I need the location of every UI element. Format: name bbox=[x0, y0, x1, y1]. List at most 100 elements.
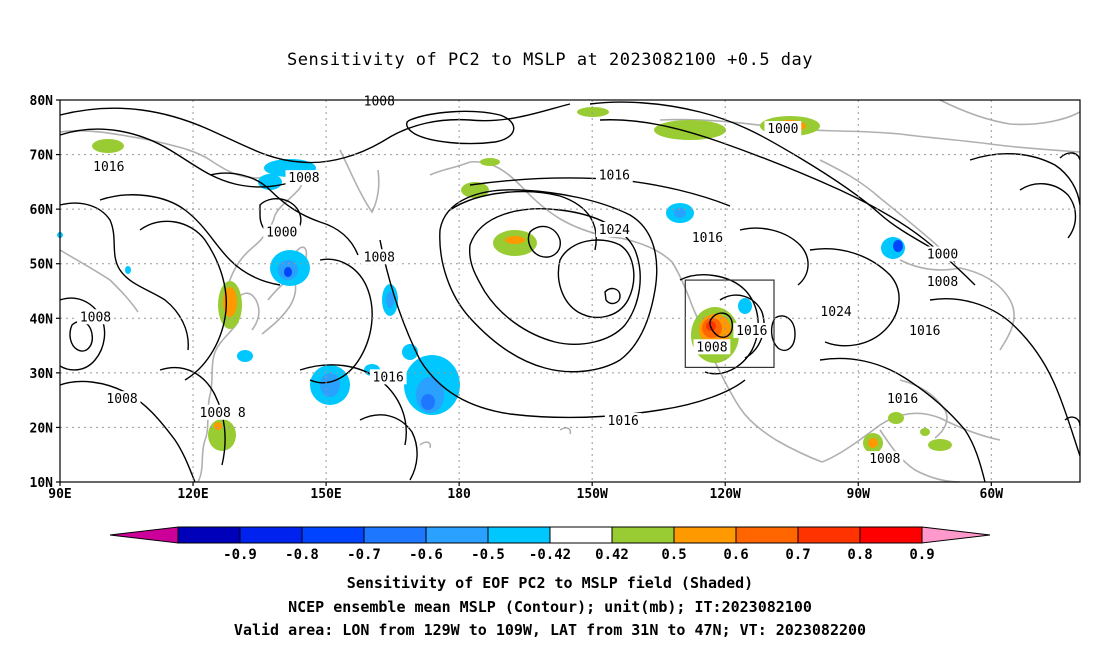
contour-label-bg bbox=[285, 170, 323, 186]
lon-tick-label: 150W bbox=[577, 487, 608, 502]
contour-label: 1016 bbox=[93, 160, 124, 175]
sensitivity-patch bbox=[480, 158, 500, 166]
contour-label: 1016 bbox=[599, 168, 630, 183]
contour-label-bg bbox=[884, 391, 922, 407]
contour-label: 1008 bbox=[364, 250, 395, 265]
sensitivity-patch bbox=[214, 422, 222, 430]
contour-label-bg bbox=[360, 249, 398, 265]
contour-label: 1000 bbox=[927, 248, 958, 263]
sensitivity-patch bbox=[386, 292, 394, 308]
sensitivity-patch bbox=[577, 107, 609, 117]
lon-tick-label: 120W bbox=[710, 487, 741, 502]
contour-label: 1024 bbox=[599, 223, 630, 238]
colorbar-label: -0.7 bbox=[347, 547, 381, 563]
contour-label: 1000 bbox=[266, 226, 297, 241]
contour-label: 1016 bbox=[608, 414, 639, 429]
lat-tick-label: 10N bbox=[30, 476, 54, 491]
contour-label-bg bbox=[77, 309, 114, 325]
colorbar-swatch bbox=[239, 526, 303, 544]
colorbar: -0.9 -0.8 -0.7 -0.6 -0.5 -0.42 0.42 0.5 0.6 0.7 0.… bbox=[109, 526, 991, 563]
contour-label: 1008 bbox=[927, 275, 958, 290]
contour-label: 1016 bbox=[909, 324, 940, 339]
contour-label-bg bbox=[924, 273, 961, 289]
contour-label: 1016 bbox=[692, 231, 723, 246]
contour-label-bg bbox=[817, 303, 855, 319]
contour-label-bg bbox=[689, 230, 726, 246]
sensitivity-patch bbox=[237, 350, 253, 362]
lat-tick-label: 70N bbox=[30, 149, 54, 164]
contour-label-bg bbox=[360, 93, 398, 109]
contour-label: 1008 bbox=[288, 171, 319, 186]
contour-label: 1008 bbox=[80, 310, 111, 325]
colorbar-label: 0.8 bbox=[847, 547, 872, 563]
contour-label-bg bbox=[595, 221, 633, 237]
colorbar-swatch bbox=[859, 526, 923, 544]
contour-labels: 1008 1000 1016 1008 1016 1024 1016 1000 1000 1008… bbox=[77, 93, 961, 467]
lat-tick-label: 50N bbox=[30, 258, 54, 273]
contour-label-bg bbox=[263, 224, 301, 240]
contour-label-bg bbox=[235, 404, 248, 420]
sensitivity-patch bbox=[920, 428, 930, 436]
sensitivity-patch bbox=[888, 412, 904, 424]
sensitivity-patch bbox=[125, 266, 131, 274]
map-title: Sensitivity of PC2 to MSLP at 2023082100… bbox=[286, 50, 813, 70]
contour-label: 1008 bbox=[869, 452, 900, 467]
map-frame bbox=[59, 99, 1081, 483]
lon-tick-label: 90W bbox=[847, 487, 871, 502]
map-axes: 90E 120E 150E 180 150W 120W 90W 60W 80N 70N 60N 50N… bbox=[30, 94, 1004, 502]
lat-tick-label: 40N bbox=[30, 312, 54, 327]
contour-label: 1024 bbox=[820, 305, 851, 320]
lat-tick-label: 60N bbox=[30, 203, 54, 218]
colorbar-label: -0.9 bbox=[223, 547, 257, 563]
contour-label-bg bbox=[693, 339, 731, 355]
lat-tick-label: 80N bbox=[30, 94, 54, 109]
contour-label: 8 bbox=[238, 406, 246, 421]
contour-label-bg bbox=[733, 322, 771, 338]
contour-label: 1008 bbox=[106, 392, 137, 407]
colorbar-low-arrow bbox=[109, 526, 179, 544]
valid-area-box bbox=[684, 279, 775, 369]
sensitivity-patch bbox=[92, 139, 124, 153]
contour-label-bg bbox=[906, 322, 944, 338]
colorbar-swatch bbox=[487, 526, 551, 544]
contour-label: 1016 bbox=[373, 370, 404, 385]
colorbar-swatch bbox=[177, 526, 241, 544]
sensitivity-patch bbox=[284, 267, 292, 277]
contour-label-bg bbox=[103, 391, 141, 407]
colorbar-label: 0.42 bbox=[595, 547, 629, 563]
colorbar-swatch bbox=[363, 526, 427, 544]
contour-label: 1016 bbox=[887, 392, 918, 407]
colorbar-label: 0.9 bbox=[909, 547, 934, 563]
colorbar-swatch bbox=[301, 526, 365, 544]
sensitivity-patch bbox=[674, 208, 686, 218]
contour-label-bg bbox=[595, 167, 633, 183]
colorbar-high-arrow bbox=[921, 526, 991, 544]
contour-label-bg bbox=[866, 451, 904, 467]
contour-label-bg bbox=[90, 159, 128, 175]
colorbar-label: -0.42 bbox=[529, 547, 571, 563]
contour-label-bg bbox=[924, 246, 961, 262]
sensitivity-patch bbox=[893, 240, 903, 252]
sensitivity-patch bbox=[928, 439, 952, 451]
contour-label-bg bbox=[764, 121, 802, 137]
lon-tick-label: 60W bbox=[980, 487, 1004, 502]
lon-tick-label: 120E bbox=[177, 487, 208, 502]
contour-label: 1008 bbox=[364, 95, 395, 110]
caption-line-3: Valid area: LON from 129W to 109W, LAT f… bbox=[233, 621, 867, 639]
contour-label-bg bbox=[604, 412, 642, 428]
lat-tick-label: 30N bbox=[30, 367, 54, 382]
caption-line-1: Sensitivity of EOF PC2 to MSLP field (Sh… bbox=[346, 574, 754, 592]
sensitivity-patch bbox=[868, 438, 878, 448]
caption-line-2: NCEP ensemble mean MSLP (Contour); unit(… bbox=[288, 598, 812, 616]
sensitivity-patch bbox=[421, 394, 435, 410]
contour-label-bg bbox=[369, 369, 407, 385]
colorbar-swatch bbox=[549, 526, 613, 544]
colorbar-label: -0.6 bbox=[409, 547, 443, 563]
sensitivity-patch bbox=[320, 373, 340, 397]
lon-tick-label: 150E bbox=[310, 487, 341, 502]
sensitivity-patch bbox=[738, 298, 752, 314]
lon-tick-label: 180 bbox=[447, 487, 471, 502]
map-gridlines bbox=[60, 100, 1080, 482]
contour-label: 1008 bbox=[200, 406, 231, 421]
